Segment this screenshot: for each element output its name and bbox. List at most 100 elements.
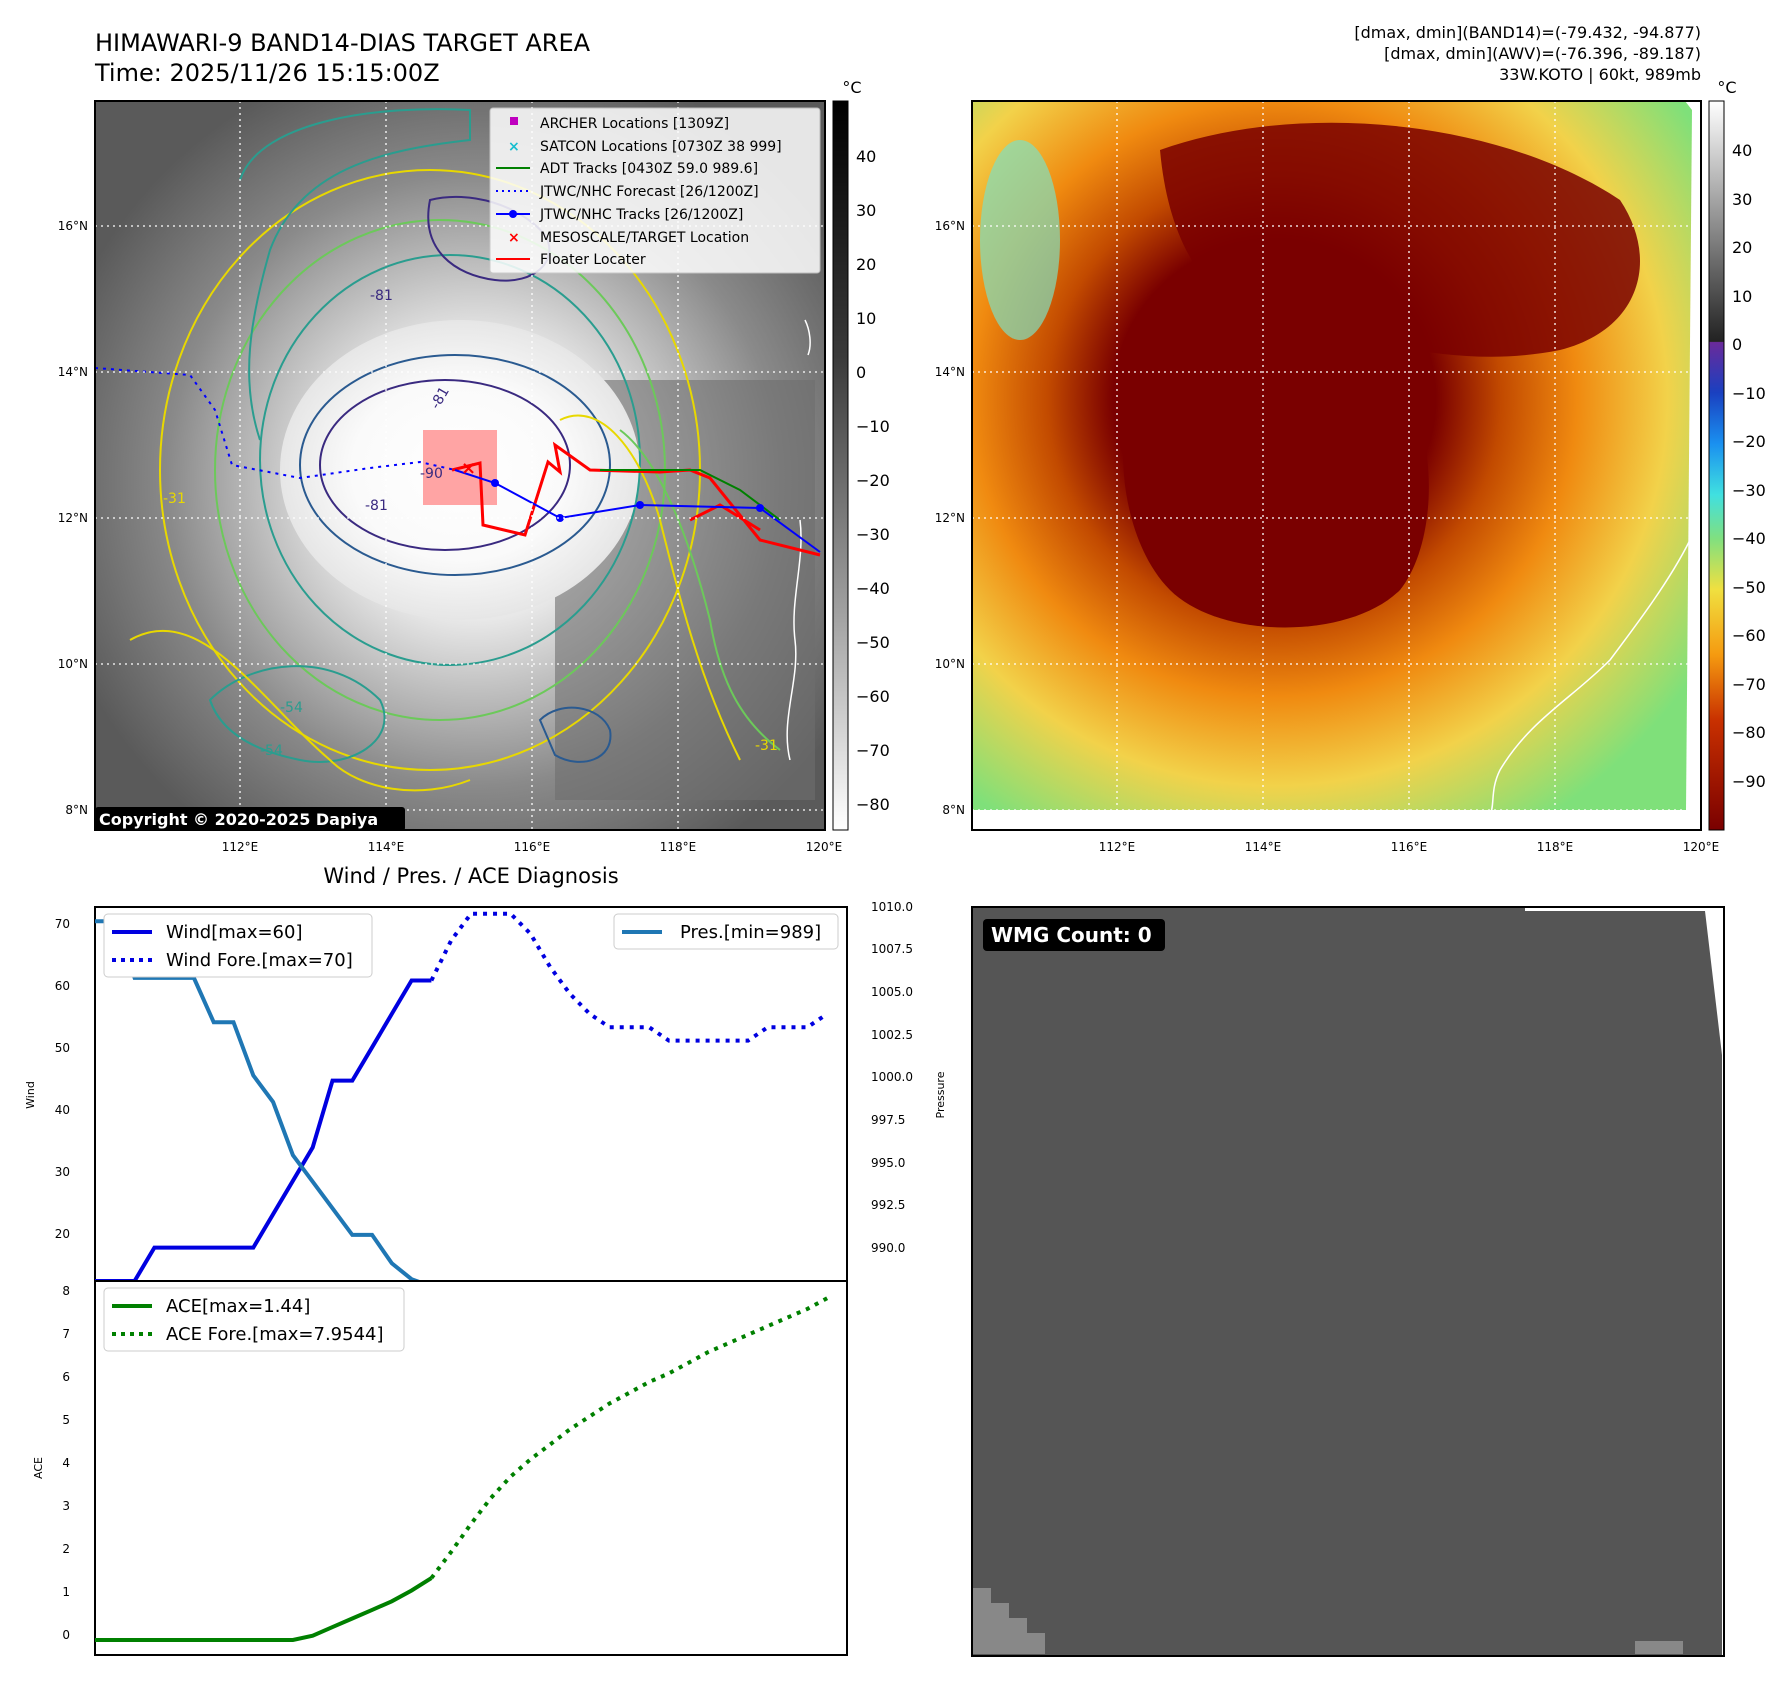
jtwc-track-point (756, 504, 764, 512)
legend-label-archer: ARCHER Locations [1309Z] (540, 116, 729, 132)
jtwc-track-point (556, 514, 564, 522)
lon-tick-label: 120°E (806, 840, 843, 854)
ace-tick-label: 7 (62, 1327, 70, 1341)
ace-tick-label: 6 (62, 1370, 70, 1384)
figure-time: Time: 2025/11/26 15:15:00Z (94, 59, 440, 87)
lat-tick-label: 12°N (935, 511, 965, 525)
legend-label-forecast: JTWC/NHC Forecast [26/1200Z] (539, 184, 759, 200)
lon-tick-label: 112°E (222, 840, 259, 854)
awv-lon-ticks: 112°E 114°E 116°E 118°E 120°E (1099, 840, 1720, 854)
series-line-ace-max- (95, 1576, 433, 1642)
pressure-tick-label: 1007.5 (871, 942, 913, 956)
colorbar-left-tick: −10 (856, 417, 890, 436)
contour-label: -54 (260, 743, 283, 759)
lat-tick-label: 14°N (58, 365, 88, 379)
target-location-marker: × (461, 458, 476, 479)
contour-label: -54 (280, 700, 303, 716)
wmg-cell (1027, 1633, 1045, 1654)
wind-tick-label: 30 (55, 1165, 70, 1179)
ir-contour-inner (319, 379, 571, 551)
series-line-wind-max- (95, 978, 432, 1283)
ir-contour-sw (208, 665, 386, 763)
colorbar-left-tick: 40 (856, 147, 876, 166)
colorbar-left-gradient (832, 100, 849, 831)
colorbar-left-tick: −40 (856, 579, 890, 598)
ace-ylabel: ACE (32, 1457, 45, 1479)
colorbar-left-tick: −50 (856, 633, 890, 652)
wind-tick-label: 40 (55, 1103, 70, 1117)
pressure-tick-label: 990.0 (871, 1241, 905, 1255)
colorbar-left-tick: 20 (856, 255, 876, 274)
ir-map-frame (94, 100, 826, 831)
contour-label: -90 (420, 466, 443, 482)
ir-lat-ticks: 16°N 14°N 12°N 10°N 8°N (58, 219, 88, 817)
jtwc-track-point (491, 479, 499, 487)
colorbar-right-gradient (1708, 100, 1725, 831)
legend-label-pres: Pres.[min=989] (680, 922, 821, 943)
awv-gridlines (972, 101, 1701, 830)
lon-tick-label: 116°E (1391, 840, 1428, 854)
ace-tick-label: 8 (62, 1284, 70, 1298)
awv-moist-west (980, 140, 1060, 340)
wmg-cell (991, 1603, 1009, 1654)
floater-track (451, 441, 821, 557)
wind-ticks: 70 60 50 40 30 20 (55, 917, 70, 1241)
colorbar-right-tick: 0 (1732, 335, 1742, 354)
colorbar-right-tick: 20 (1732, 238, 1752, 257)
map-legend-box (489, 107, 821, 274)
pressure-tick-label: 1002.5 (871, 1028, 913, 1042)
diagnosis-title: Wind / Pres. / ACE Diagnosis (323, 864, 618, 888)
wind-tick-label: 20 (55, 1227, 70, 1241)
lon-tick-label: 112°E (1099, 840, 1136, 854)
ace-tick-label: 2 (62, 1542, 70, 1556)
awv-coastline (1489, 539, 1691, 816)
awv-map-frame (971, 100, 1702, 831)
wmg-cell (1635, 1641, 1683, 1654)
wind-pressure-panel: Wind Pressure 70 60 50 40 30 20 1010.0 1… (24, 900, 947, 1289)
ace-tick-label: 1 (62, 1585, 70, 1599)
colorbar-right-tick: −30 (1732, 481, 1766, 500)
colorbar-right-tick: 30 (1732, 190, 1752, 209)
colorbar-right-tick: 40 (1732, 141, 1752, 160)
colorbar-left-ticks: 40 30 20 10 0 −10 −20 −30 −40 −50 −60 −7… (856, 147, 890, 814)
awv-lat-ticks: 16°N 14°N 12°N 10°N 8°N (935, 219, 965, 817)
colorbar-right-tick: −40 (1732, 529, 1766, 548)
wmg-count-label: WMG Count: 0 (991, 923, 1152, 947)
wmg-count-box (983, 919, 1165, 951)
legend-marker-satcon: × (508, 139, 520, 155)
pressure-ylabel: Pressure (934, 1071, 947, 1118)
colorbar-left-tick: −80 (856, 795, 890, 814)
lon-tick-label: 114°E (368, 840, 405, 854)
ace-ticks: 8 7 6 5 4 3 2 1 0 (62, 1284, 70, 1642)
contour-label: -81 (370, 288, 393, 304)
jtwc-track-point (636, 501, 644, 509)
colorbar-right-tick: −10 (1732, 384, 1766, 403)
ir-lon-ticks: 112°E 114°E 116°E 118°E 120°E (222, 840, 843, 854)
ir-coastline-east (786, 319, 811, 761)
map-legend: ARCHER Locations [1309Z] × SATCON Locati… (489, 107, 821, 274)
colorbar-left-tick: −20 (856, 471, 890, 490)
awv-cold-arc-north (1160, 122, 1640, 357)
pressure-tick-label: 1010.0 (871, 900, 913, 914)
ir-contour-blue (299, 354, 611, 576)
ace-tick-label: 5 (62, 1413, 70, 1427)
ace-panel: ACE 8 7 6 5 4 3 2 1 0 ACE[max=1.44] ACE … (32, 1280, 848, 1656)
colorbar-left-tick: 0 (856, 363, 866, 382)
legend-marker-archer (510, 117, 518, 125)
legend-label-floater: Floater Locater (540, 252, 646, 268)
legend-label-ace: ACE[max=1.44] (166, 1296, 310, 1317)
ace-tick-label: 0 (62, 1628, 70, 1642)
colorbar-left-tick: 10 (856, 309, 876, 328)
pressure-ticks: 1010.0 1007.5 1005.0 1002.5 1000.0 997.5… (871, 900, 913, 1255)
legend-label-adt: ADT Tracks [0430Z 59.0 989.6] (540, 161, 758, 177)
colorbar-right-unit: °C (1717, 78, 1736, 97)
wind-legend-box (103, 913, 373, 978)
copyright-text: Copyright © 2020-2025 Dapiya (99, 810, 378, 829)
wind-tick-label: 60 (55, 979, 70, 993)
storm-info: 33W.KOTO | 60kt, 989mb (1499, 65, 1701, 84)
contour-label: -81 (365, 498, 388, 514)
lat-tick-label: 8°N (65, 803, 88, 817)
legend-label-wind-fore: Wind Fore.[max=70] (166, 950, 353, 971)
colorbar-left-tick: −30 (856, 525, 890, 544)
jtwc-forecast-track (95, 367, 456, 480)
